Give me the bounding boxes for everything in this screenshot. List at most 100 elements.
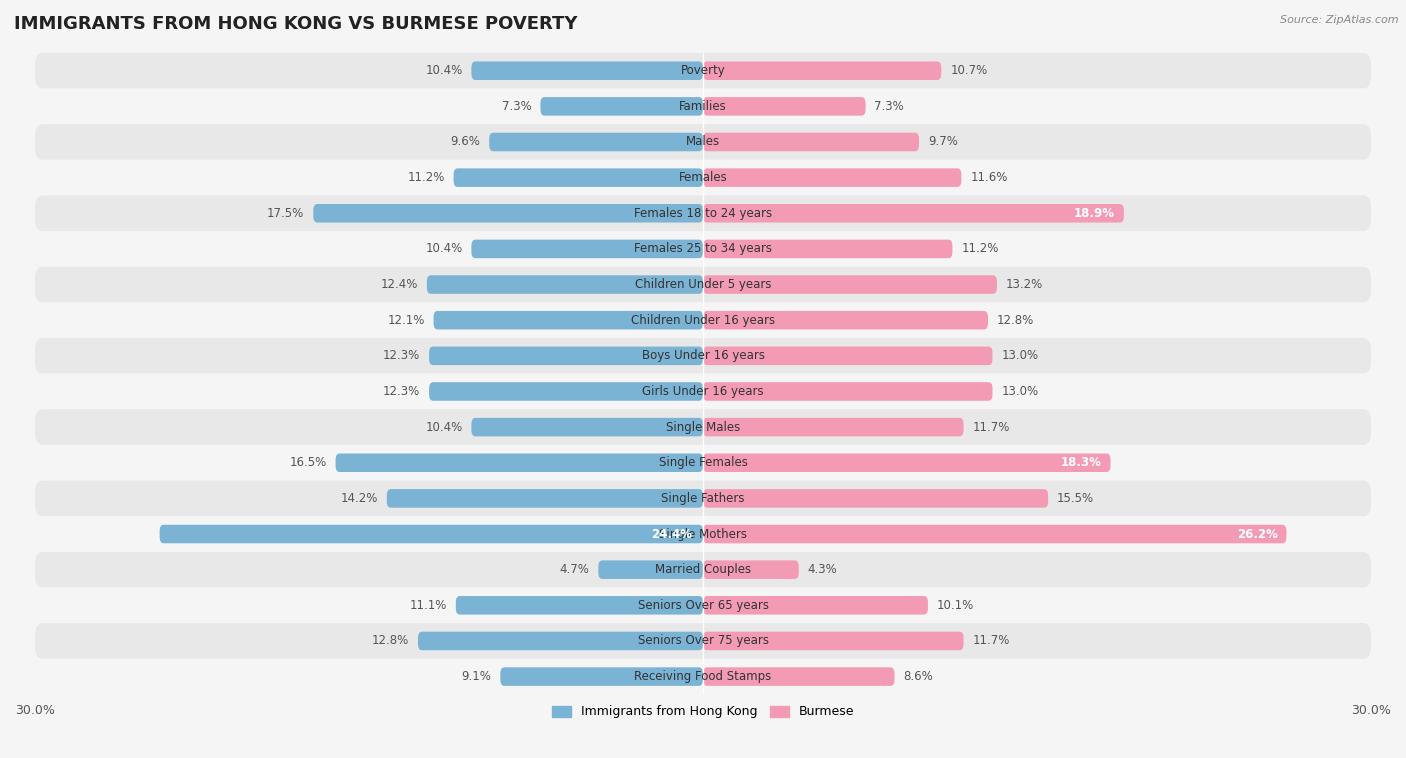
FancyBboxPatch shape	[35, 409, 1371, 445]
FancyBboxPatch shape	[35, 552, 1371, 587]
Text: Families: Families	[679, 100, 727, 113]
Text: 8.6%: 8.6%	[904, 670, 934, 683]
Text: 13.2%: 13.2%	[1005, 278, 1043, 291]
Text: 18.9%: 18.9%	[1074, 207, 1115, 220]
Text: Females: Females	[679, 171, 727, 184]
Text: 10.4%: 10.4%	[425, 64, 463, 77]
FancyBboxPatch shape	[703, 97, 866, 116]
FancyBboxPatch shape	[35, 231, 1371, 267]
Text: IMMIGRANTS FROM HONG KONG VS BURMESE POVERTY: IMMIGRANTS FROM HONG KONG VS BURMESE POV…	[14, 15, 578, 33]
Text: 14.2%: 14.2%	[340, 492, 378, 505]
FancyBboxPatch shape	[703, 204, 1123, 223]
Text: 4.3%: 4.3%	[807, 563, 838, 576]
Text: 24.4%: 24.4%	[651, 528, 692, 540]
FancyBboxPatch shape	[456, 596, 703, 615]
FancyBboxPatch shape	[703, 489, 1047, 508]
FancyBboxPatch shape	[35, 587, 1371, 623]
Text: Single Fathers: Single Fathers	[661, 492, 745, 505]
FancyBboxPatch shape	[703, 346, 993, 365]
FancyBboxPatch shape	[703, 168, 962, 187]
Text: 9.6%: 9.6%	[450, 136, 481, 149]
FancyBboxPatch shape	[35, 196, 1371, 231]
FancyBboxPatch shape	[471, 61, 703, 80]
FancyBboxPatch shape	[35, 53, 1371, 89]
FancyBboxPatch shape	[35, 89, 1371, 124]
Text: Children Under 16 years: Children Under 16 years	[631, 314, 775, 327]
FancyBboxPatch shape	[427, 275, 703, 294]
Text: 4.7%: 4.7%	[560, 563, 589, 576]
Text: Single Females: Single Females	[658, 456, 748, 469]
FancyBboxPatch shape	[35, 160, 1371, 196]
FancyBboxPatch shape	[35, 516, 1371, 552]
FancyBboxPatch shape	[429, 382, 703, 401]
Text: 11.7%: 11.7%	[973, 634, 1010, 647]
FancyBboxPatch shape	[35, 481, 1371, 516]
Text: 13.0%: 13.0%	[1001, 385, 1039, 398]
FancyBboxPatch shape	[703, 61, 941, 80]
Text: 9.7%: 9.7%	[928, 136, 957, 149]
FancyBboxPatch shape	[35, 374, 1371, 409]
Text: 11.6%: 11.6%	[970, 171, 1008, 184]
Text: 12.8%: 12.8%	[371, 634, 409, 647]
Text: Seniors Over 75 years: Seniors Over 75 years	[637, 634, 769, 647]
Text: Females 25 to 34 years: Females 25 to 34 years	[634, 243, 772, 255]
FancyBboxPatch shape	[501, 667, 703, 686]
Text: 11.2%: 11.2%	[962, 243, 998, 255]
FancyBboxPatch shape	[35, 267, 1371, 302]
Text: 10.7%: 10.7%	[950, 64, 987, 77]
Text: 11.2%: 11.2%	[408, 171, 444, 184]
Text: Poverty: Poverty	[681, 64, 725, 77]
FancyBboxPatch shape	[703, 382, 993, 401]
Text: 18.3%: 18.3%	[1060, 456, 1102, 469]
FancyBboxPatch shape	[471, 418, 703, 437]
FancyBboxPatch shape	[433, 311, 703, 330]
FancyBboxPatch shape	[703, 631, 963, 650]
Text: 17.5%: 17.5%	[267, 207, 304, 220]
FancyBboxPatch shape	[418, 631, 703, 650]
Text: 10.4%: 10.4%	[425, 243, 463, 255]
Text: 12.8%: 12.8%	[997, 314, 1035, 327]
FancyBboxPatch shape	[703, 453, 1111, 472]
Text: 12.1%: 12.1%	[387, 314, 425, 327]
FancyBboxPatch shape	[703, 418, 963, 437]
FancyBboxPatch shape	[599, 560, 703, 579]
Text: 9.1%: 9.1%	[461, 670, 492, 683]
FancyBboxPatch shape	[703, 525, 1286, 543]
FancyBboxPatch shape	[160, 525, 703, 543]
Text: 13.0%: 13.0%	[1001, 349, 1039, 362]
FancyBboxPatch shape	[703, 275, 997, 294]
FancyBboxPatch shape	[703, 596, 928, 615]
FancyBboxPatch shape	[471, 240, 703, 258]
FancyBboxPatch shape	[35, 659, 1371, 694]
Text: 12.3%: 12.3%	[382, 349, 420, 362]
Text: Females 18 to 24 years: Females 18 to 24 years	[634, 207, 772, 220]
FancyBboxPatch shape	[35, 445, 1371, 481]
Text: Girls Under 16 years: Girls Under 16 years	[643, 385, 763, 398]
Text: Source: ZipAtlas.com: Source: ZipAtlas.com	[1281, 15, 1399, 25]
Text: Receiving Food Stamps: Receiving Food Stamps	[634, 670, 772, 683]
Text: Boys Under 16 years: Boys Under 16 years	[641, 349, 765, 362]
FancyBboxPatch shape	[336, 453, 703, 472]
Text: Males: Males	[686, 136, 720, 149]
FancyBboxPatch shape	[489, 133, 703, 152]
FancyBboxPatch shape	[35, 302, 1371, 338]
Legend: Immigrants from Hong Kong, Burmese: Immigrants from Hong Kong, Burmese	[547, 700, 859, 723]
Text: 16.5%: 16.5%	[290, 456, 326, 469]
FancyBboxPatch shape	[429, 346, 703, 365]
Text: Children Under 5 years: Children Under 5 years	[634, 278, 772, 291]
FancyBboxPatch shape	[454, 168, 703, 187]
FancyBboxPatch shape	[35, 623, 1371, 659]
Text: 7.3%: 7.3%	[502, 100, 531, 113]
Text: 15.5%: 15.5%	[1057, 492, 1094, 505]
FancyBboxPatch shape	[703, 560, 799, 579]
Text: Single Males: Single Males	[666, 421, 740, 434]
Text: 26.2%: 26.2%	[1237, 528, 1278, 540]
Text: 10.1%: 10.1%	[936, 599, 974, 612]
Text: 10.4%: 10.4%	[425, 421, 463, 434]
Text: Single Mothers: Single Mothers	[659, 528, 747, 540]
FancyBboxPatch shape	[703, 240, 952, 258]
FancyBboxPatch shape	[703, 133, 920, 152]
FancyBboxPatch shape	[540, 97, 703, 116]
FancyBboxPatch shape	[703, 667, 894, 686]
Text: 12.3%: 12.3%	[382, 385, 420, 398]
